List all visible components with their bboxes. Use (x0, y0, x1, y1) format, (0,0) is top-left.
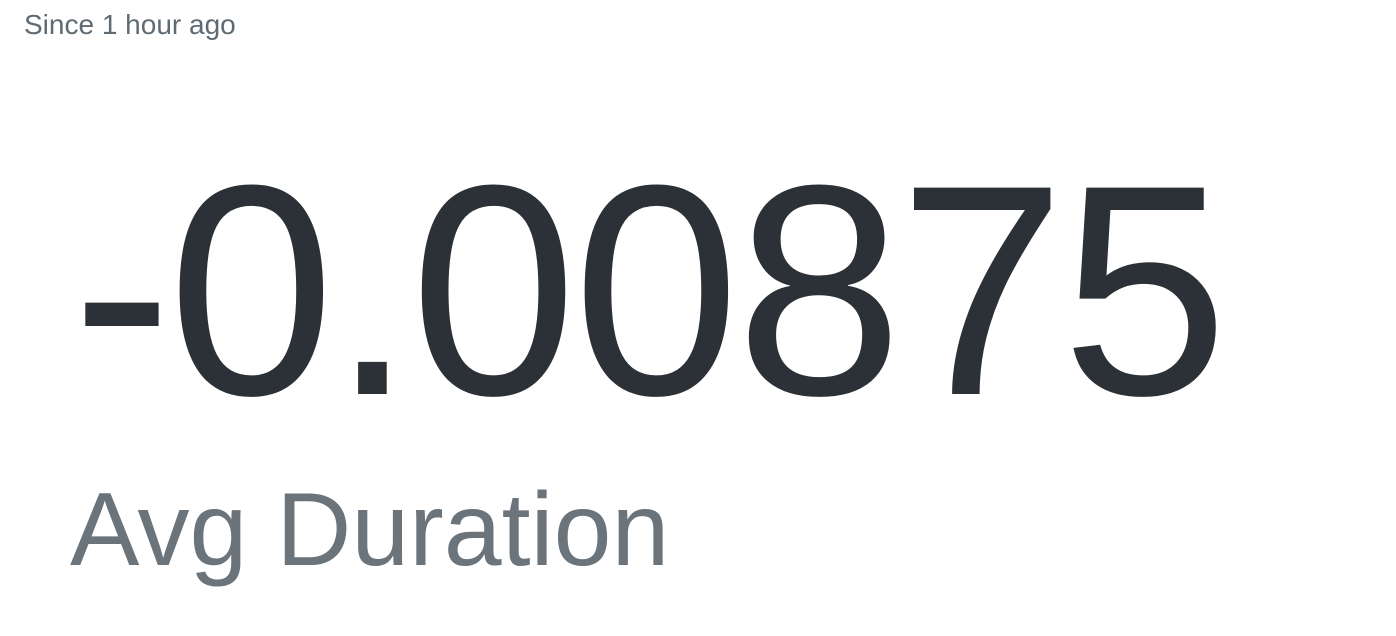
time-range-label: Since 1 hour ago (24, 9, 236, 40)
metric-value: -0.00875 (72, 122, 1228, 458)
metric-label: Avg Duration (70, 472, 670, 588)
